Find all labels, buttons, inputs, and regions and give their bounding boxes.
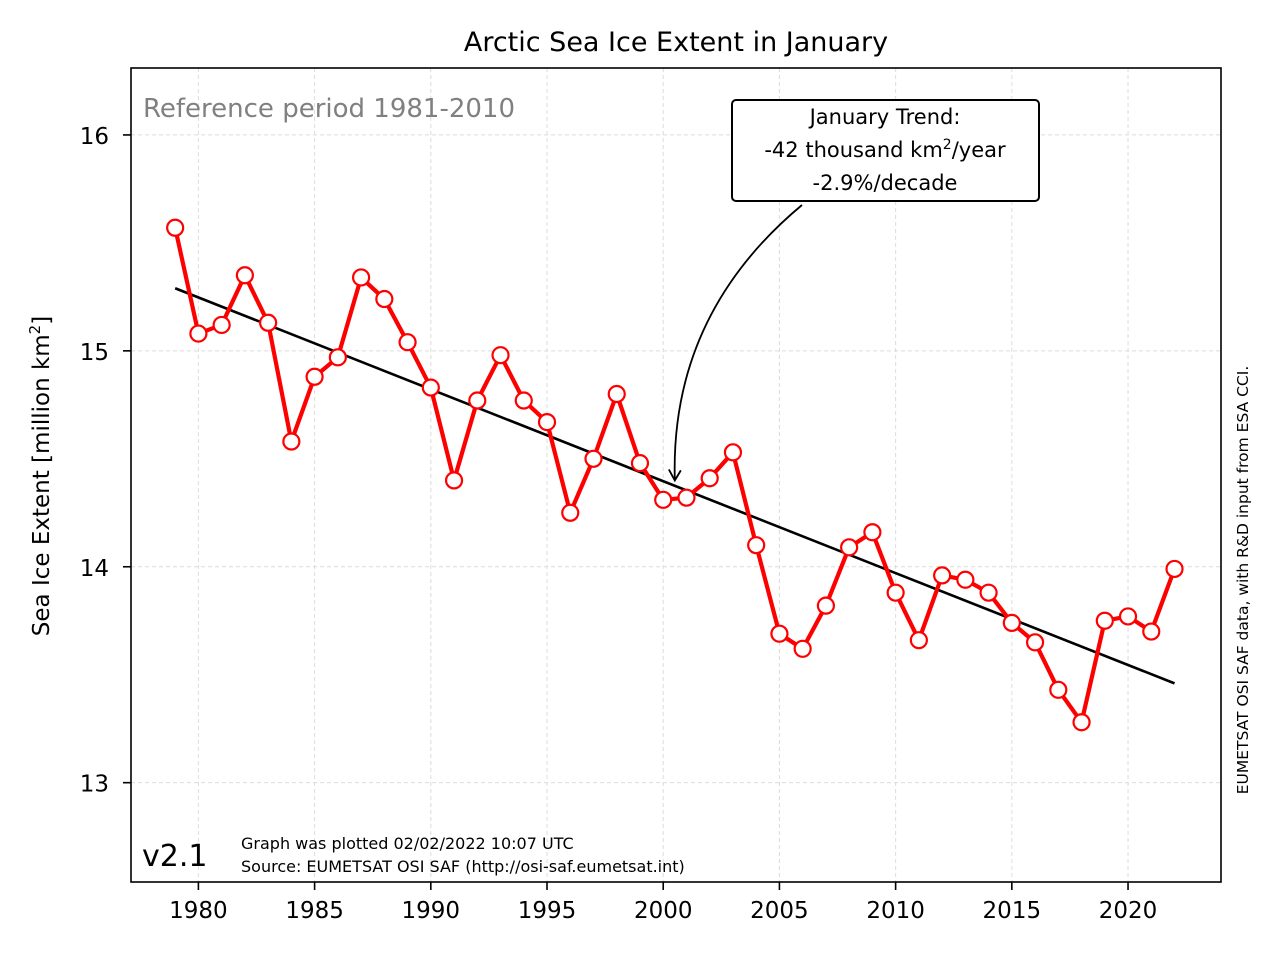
data-point — [398, 333, 417, 352]
data-point — [468, 391, 487, 410]
x-tick-label: 1995 — [518, 898, 577, 924]
data-point — [793, 639, 812, 658]
data-point — [886, 583, 905, 602]
data-point — [259, 313, 278, 332]
data-point — [235, 266, 254, 285]
y-axis-label-sup: 2 — [26, 325, 44, 335]
trend-line — [174, 287, 1175, 685]
data-point — [282, 432, 301, 451]
data-point — [1072, 713, 1091, 732]
data-point — [654, 490, 673, 509]
data-point — [212, 315, 231, 335]
x-tick-label: 2010 — [866, 898, 925, 924]
reference-period-label: Reference period 1981-2010 — [143, 94, 515, 124]
data-point — [305, 367, 324, 386]
data-point — [933, 566, 952, 585]
y-tick-label: 16 — [80, 124, 109, 150]
data-point — [421, 378, 440, 397]
data-point — [723, 443, 743, 462]
plot-frame — [130, 67, 1222, 883]
trend-box-line2-sup: 2 — [943, 137, 952, 153]
trend-box-line2-end: /year — [952, 138, 1006, 162]
data-credit-note: EUMETSAT OSI SAF data, with R&D input fr… — [1234, 366, 1252, 795]
plotted-date-note: Graph was plotted 02/02/2022 10:07 UTC — [241, 834, 574, 853]
trend-box-line1: January Trend: — [808, 105, 961, 129]
trend-box-line2: -42 thousand km2/year — [764, 137, 1006, 162]
trend-arrow — [673, 204, 803, 481]
data-point — [537, 413, 557, 432]
data-point — [491, 346, 510, 365]
data-point — [747, 536, 766, 555]
y-axis-label-end: ] — [29, 316, 55, 325]
data-point — [909, 631, 928, 650]
data-point — [1049, 680, 1068, 699]
data-point — [351, 268, 371, 287]
x-tick-label: 1985 — [285, 898, 344, 924]
data-point — [770, 624, 789, 643]
data-point — [1165, 559, 1184, 579]
y-axis-label-main: Sea Ice Extent [million km — [29, 334, 55, 636]
data-point — [700, 469, 719, 488]
y-tick-label: 13 — [80, 772, 109, 798]
source-note: Source: EUMETSAT OSI SAF (http://osi-saf… — [241, 857, 685, 876]
data-point — [444, 471, 464, 490]
data-point — [1118, 607, 1138, 626]
x-tick-label: 2020 — [1099, 898, 1158, 924]
data-point — [979, 583, 998, 602]
data-point — [1025, 633, 1045, 652]
chart-title: Arctic Sea Ice Extent in January — [464, 27, 888, 58]
x-tick-label: 2015 — [983, 898, 1042, 924]
data-point — [561, 503, 580, 522]
axis-ticks: 1980 1985 1990 1995 2000 2005 2010 2015 2020 13 14… — [80, 124, 1158, 924]
x-tick-label: 2000 — [634, 898, 693, 924]
trend-arrowhead — [668, 468, 682, 483]
x-tick-label: 2005 — [750, 898, 809, 924]
data-point — [328, 348, 347, 367]
data-point — [514, 391, 533, 410]
data-point — [166, 218, 185, 237]
trend-box-line2-main: -42 thousand km — [764, 138, 942, 162]
trend-annotation-box: January Trend: -42 thousand km2/year -2.… — [731, 99, 1040, 202]
y-tick-label: 15 — [80, 340, 109, 366]
data-point — [816, 596, 836, 615]
observed-series-points — [166, 218, 1184, 732]
y-tick-label: 14 — [80, 556, 109, 582]
y-axis-label: Sea Ice Extent [million km2] — [26, 316, 55, 636]
data-point — [375, 289, 394, 309]
data-point — [863, 523, 882, 542]
data-point — [607, 384, 626, 404]
data-point — [189, 324, 208, 343]
data-point — [956, 570, 975, 589]
x-tick-label: 1990 — [402, 898, 461, 924]
x-tick-label: 1980 — [169, 898, 228, 924]
version-label: v2.1 — [142, 839, 207, 874]
data-point — [1142, 622, 1161, 641]
grid-lines — [131, 68, 1221, 882]
data-point — [584, 449, 603, 468]
trend-box-line3: -2.9%/decade — [813, 171, 958, 195]
data-point — [1002, 613, 1021, 633]
data-point — [677, 488, 696, 507]
data-point — [630, 454, 650, 473]
data-point — [840, 538, 859, 557]
data-point — [1095, 611, 1114, 630]
